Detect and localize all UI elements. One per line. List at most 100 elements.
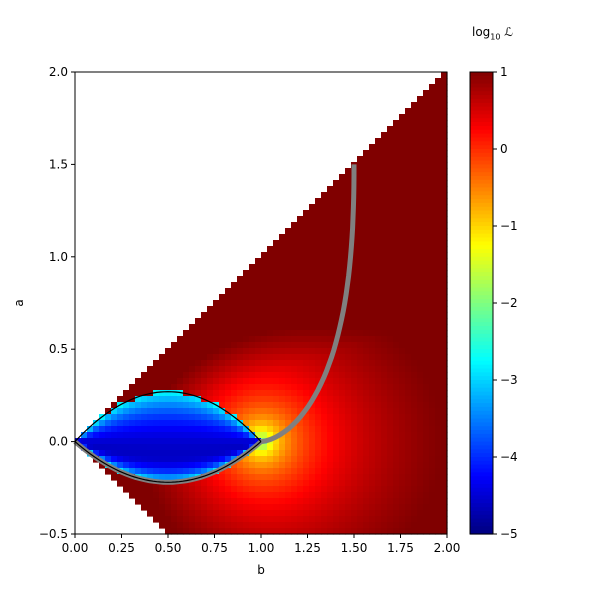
heatmap-cell (309, 228, 316, 235)
heatmap-cell (207, 462, 214, 469)
heatmap-cell (315, 198, 322, 205)
heatmap-cell (195, 348, 202, 355)
heatmap-cell (369, 348, 376, 355)
heatmap-cell (399, 300, 406, 307)
heatmap-cell (405, 252, 412, 259)
heatmap-cell (375, 264, 382, 271)
heatmap-cell (327, 216, 334, 223)
heatmap-cell (345, 432, 352, 439)
heatmap-cell (147, 402, 154, 409)
heatmap-cell (423, 240, 430, 247)
heatmap-cell (261, 456, 268, 463)
colorbar-band (470, 437, 493, 443)
heatmap-cell (417, 462, 424, 469)
heatmap-cell (213, 372, 220, 379)
heatmap-cell (219, 336, 226, 343)
heatmap-cell (327, 336, 334, 343)
heatmap-cell (435, 222, 442, 229)
heatmap-cell (417, 384, 424, 391)
heatmap-cell (183, 516, 190, 523)
heatmap-cell (363, 468, 370, 475)
heatmap-cell (159, 384, 166, 391)
heatmap-cell (189, 378, 196, 385)
heatmap-cell (201, 480, 208, 487)
heatmap-cell (171, 390, 178, 397)
colorbar-band (470, 472, 493, 477)
heatmap-cell (381, 276, 388, 283)
heatmap-cell (435, 108, 442, 115)
y-tick-label: 2.0 (49, 65, 68, 79)
heatmap-cell (411, 444, 418, 451)
heatmap-cell (273, 318, 280, 325)
heatmap-cell (405, 396, 412, 403)
heatmap-cell (165, 450, 172, 457)
heatmap-cell (393, 372, 400, 379)
heatmap-cell (153, 414, 160, 421)
heatmap-cell (351, 438, 358, 445)
heatmap-cell (303, 360, 310, 367)
heatmap-cell (219, 324, 226, 331)
heatmap-cell (267, 354, 274, 361)
heatmap-cell (279, 384, 286, 391)
heatmap-cell (153, 456, 160, 463)
heatmap-cell (195, 516, 202, 523)
heatmap-cell (129, 432, 136, 439)
heatmap-cell (309, 432, 316, 439)
heatmap-cell (249, 366, 256, 373)
heatmap-cell (333, 354, 340, 361)
heatmap-cell (387, 456, 394, 463)
heatmap-cell (405, 384, 412, 391)
heatmap-cell (159, 468, 166, 475)
heatmap-cell (333, 372, 340, 379)
heatmap-cell (111, 402, 118, 409)
heatmap-cell (219, 522, 226, 529)
heatmap-cell (87, 432, 94, 439)
heatmap-cell (267, 396, 274, 403)
heatmap-cell (357, 276, 364, 283)
heatmap-cell (225, 360, 232, 367)
heatmap-cell (441, 366, 448, 373)
heatmap-cell (309, 516, 316, 523)
heatmap-cell (423, 264, 430, 271)
heatmap-cell (255, 342, 262, 349)
heatmap-cell (435, 270, 442, 277)
heatmap-cell (381, 516, 388, 523)
heatmap-cell (441, 498, 448, 505)
colorbar-band (470, 168, 493, 173)
heatmap-cell (405, 120, 412, 127)
heatmap-cell (249, 312, 256, 319)
heatmap-cell (411, 378, 418, 385)
colorbar-band (470, 426, 493, 431)
heatmap-cell (159, 462, 166, 469)
heatmap-cell (417, 204, 424, 211)
heatmap-cell (435, 90, 442, 97)
heatmap-cell (423, 372, 430, 379)
heatmap-cell (297, 288, 304, 295)
heatmap-cell (165, 408, 172, 415)
heatmap-cell (327, 294, 334, 301)
heatmap-cell (237, 342, 244, 349)
heatmap-cell (303, 318, 310, 325)
heatmap-cell (219, 312, 226, 319)
heatmap-cell (153, 444, 160, 451)
heatmap-cell (231, 342, 238, 349)
heatmap-cell (153, 420, 160, 427)
heatmap-cell (285, 492, 292, 499)
heatmap-cell (285, 522, 292, 529)
heatmap-cell (411, 288, 418, 295)
y-tick-label: −0.5 (39, 527, 68, 541)
lower-arc-curve (74, 441, 262, 483)
heatmap-cell (333, 378, 340, 385)
heatmap-cell (369, 162, 376, 169)
heatmap-cell (411, 294, 418, 301)
heatmap-cell (441, 324, 448, 331)
heatmap-cell (291, 336, 298, 343)
heatmap-cell (279, 444, 286, 451)
heatmap-cell (405, 324, 412, 331)
heatmap-cell (321, 456, 328, 463)
heatmap-cell (321, 402, 328, 409)
heatmap-cell (375, 162, 382, 169)
heatmap-cell (381, 288, 388, 295)
heatmap-cell (363, 462, 370, 469)
heatmap-cell (273, 300, 280, 307)
